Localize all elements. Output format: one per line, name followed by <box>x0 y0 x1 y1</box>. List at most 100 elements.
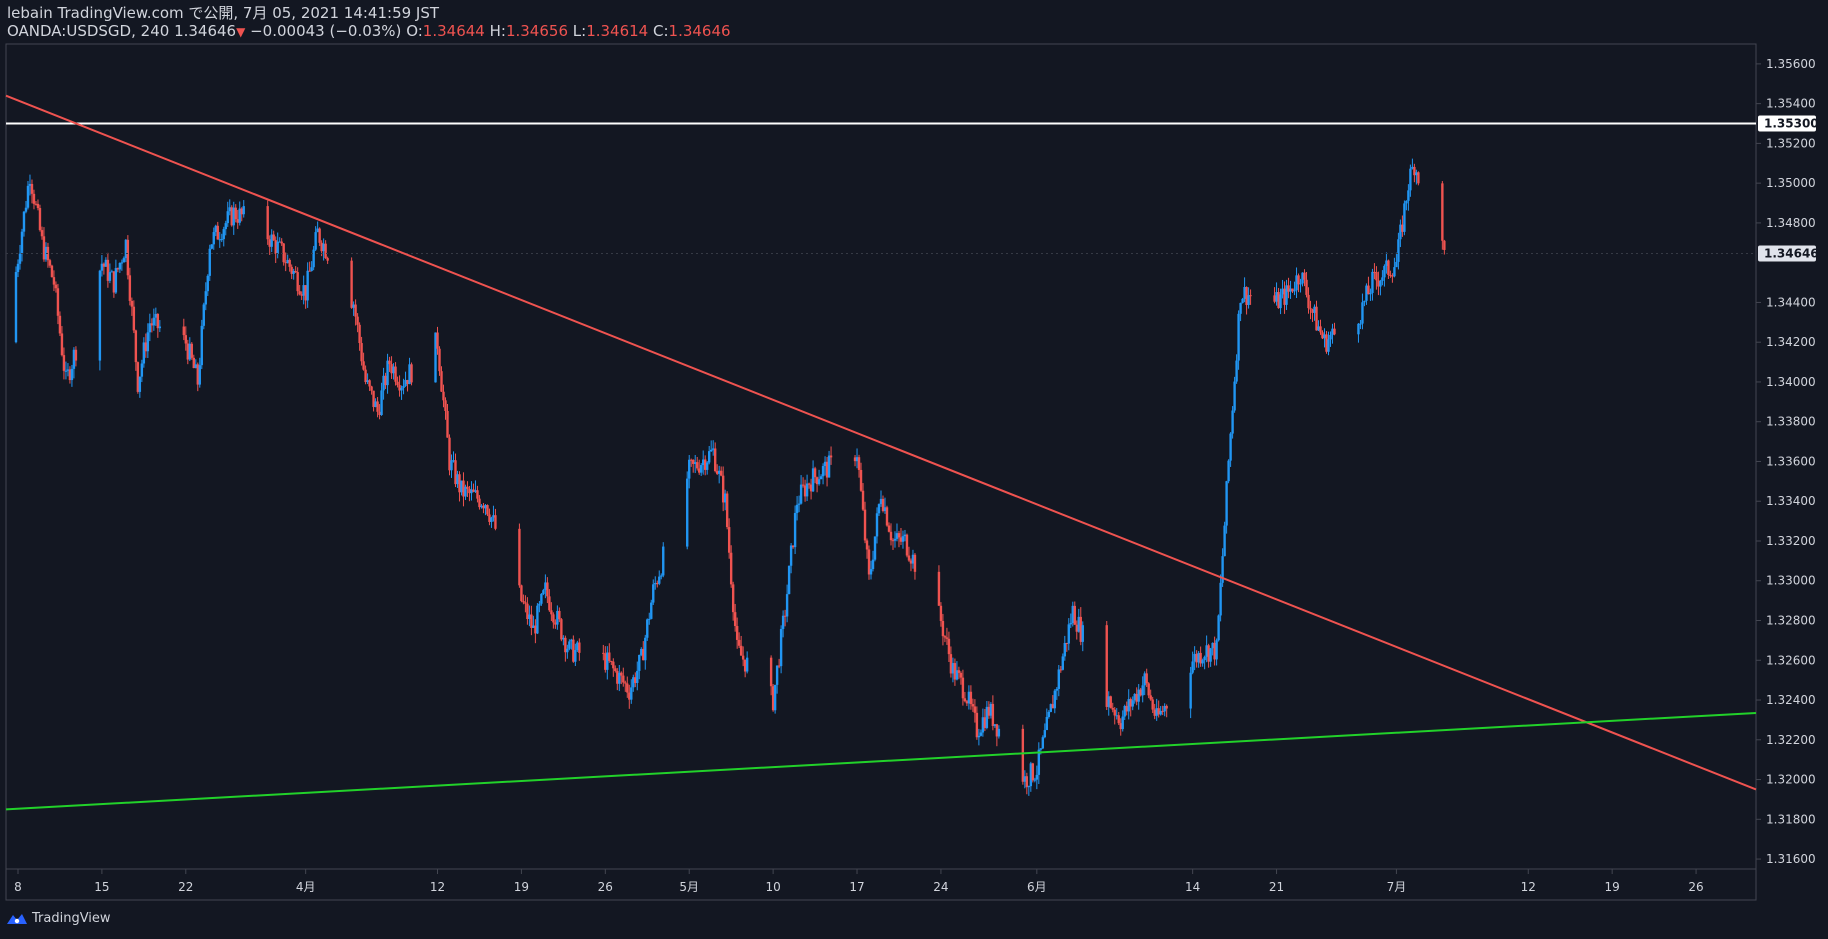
candle-body <box>216 225 219 240</box>
candle-body <box>1151 699 1154 710</box>
candle-body <box>719 470 723 476</box>
candle-body <box>1281 288 1284 295</box>
candle-body <box>1057 669 1060 689</box>
candle-body <box>208 248 211 276</box>
candle-body <box>190 343 193 358</box>
candle-body <box>646 619 649 638</box>
candle-body <box>1059 669 1062 671</box>
candle-body <box>74 349 78 361</box>
x-tick-label: 26 <box>598 880 613 894</box>
candle-body <box>859 469 863 491</box>
candle-body <box>1321 332 1324 339</box>
y-tick-label: 1.35000 <box>1766 176 1816 190</box>
candle-body <box>1109 696 1112 708</box>
candle-body <box>622 675 625 683</box>
candle-body <box>158 326 162 329</box>
candle-body <box>789 545 793 566</box>
candle-body <box>1195 653 1198 663</box>
candle-body <box>1043 730 1047 738</box>
candle-body <box>686 478 689 547</box>
candle-body <box>392 366 395 374</box>
candle-body <box>212 232 215 245</box>
candle-body <box>310 267 313 271</box>
candle-body <box>692 459 695 464</box>
support-trend-line[interactable] <box>5 711 1757 811</box>
candle-body <box>1393 267 1396 277</box>
candle-body <box>1189 672 1192 709</box>
candle-body <box>48 260 52 266</box>
candle-body <box>24 207 28 212</box>
price-axis[interactable]: 1.35600 1.35400 1.35200 1.35000 1.34800 1.344… <box>1756 57 1819 866</box>
candle-body <box>460 480 463 493</box>
x-tick-label: 14 <box>1185 880 1200 894</box>
candle-body <box>1385 260 1388 266</box>
candle-body <box>1145 673 1148 684</box>
candle-body <box>186 343 189 360</box>
candle-body <box>702 459 705 466</box>
tradingview-footer[interactable]: TradingView <box>6 911 111 926</box>
candle-body <box>797 503 801 505</box>
candle-body <box>16 263 20 273</box>
candle-body <box>372 390 375 407</box>
candle-body <box>901 536 905 542</box>
resistance-trend-line[interactable] <box>5 94 1757 791</box>
candle-body <box>1107 696 1110 707</box>
candle-body <box>36 203 40 209</box>
candle-body <box>1117 715 1120 724</box>
candle-body <box>150 323 154 326</box>
candle-body <box>40 230 44 237</box>
candle-body <box>1079 616 1082 642</box>
candle-body <box>232 207 235 226</box>
candle-body <box>1303 272 1306 280</box>
candle-body <box>1069 623 1072 625</box>
candle-body <box>1277 292 1280 309</box>
candle-body <box>624 682 627 684</box>
candle-body <box>130 300 134 307</box>
candle-body <box>811 468 815 492</box>
trend-lines[interactable] <box>5 94 1757 811</box>
candle-body <box>1359 323 1362 325</box>
candle-body <box>973 706 977 713</box>
candle-body <box>606 652 609 670</box>
tradingview-logo-icon <box>7 913 27 924</box>
candle-body <box>947 638 951 655</box>
candle-body <box>809 484 813 492</box>
candle-body <box>542 590 545 594</box>
time-axis[interactable]: 8 15 22 4月 12 19 26 5月 10 17 24 6月 14 21 7月 12 19 26 <box>14 869 1704 894</box>
candle-body <box>1365 285 1368 301</box>
candle-body <box>911 554 915 564</box>
candle-body <box>705 462 709 470</box>
candle-body <box>1153 709 1156 716</box>
candle-body <box>556 610 559 625</box>
candle-body <box>1127 699 1130 712</box>
candle-body <box>907 555 911 561</box>
candle-body <box>652 584 655 603</box>
y-tick-label: 1.31800 <box>1766 812 1816 826</box>
candle-body <box>1279 294 1282 309</box>
candle-body <box>104 259 108 267</box>
candle-body <box>1371 271 1374 293</box>
candle-body <box>1311 309 1314 313</box>
candle-body <box>1361 302 1364 324</box>
candle-body <box>214 225 217 233</box>
last-price-tag: 1.34646 <box>1764 247 1819 261</box>
candle-body <box>234 207 237 220</box>
candle-body <box>803 485 807 497</box>
candle-body <box>22 211 26 232</box>
symbol-label[interactable]: OANDA:USDSGD, 240 <box>7 22 170 40</box>
candle-body <box>58 315 62 334</box>
candle-body <box>462 480 465 497</box>
candle-body <box>52 277 56 285</box>
low-value: 1.34614 <box>586 22 649 40</box>
candle-body <box>486 505 489 515</box>
candle-body <box>997 728 1001 737</box>
candle-body <box>578 642 581 653</box>
candle-body <box>1231 410 1234 434</box>
x-tick-label: 10 <box>765 880 780 894</box>
candle-body <box>1357 323 1360 335</box>
candle-body <box>98 270 102 361</box>
candle-body <box>294 270 297 273</box>
candle-body <box>364 369 367 383</box>
candle-body <box>434 332 437 383</box>
